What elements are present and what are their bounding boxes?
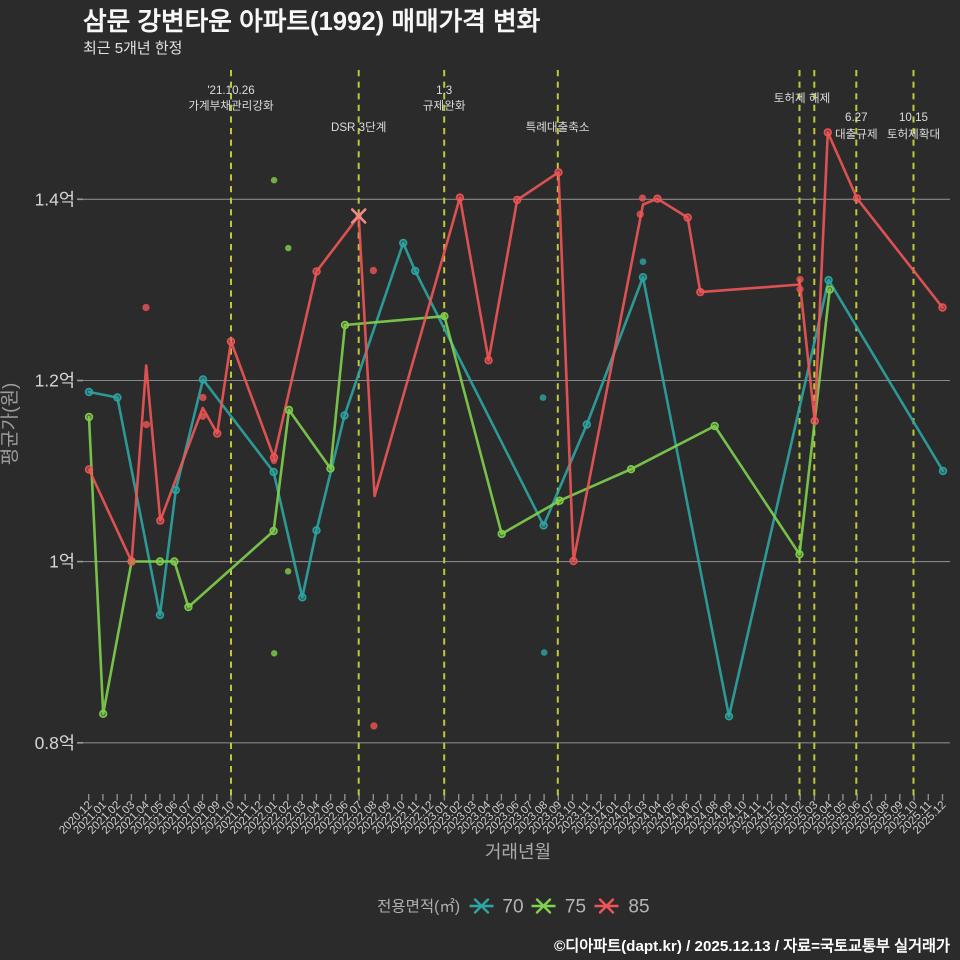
svg-text:최근 5개년 한정: 최근 5개년 한정 <box>83 40 182 57</box>
svg-text:6.27: 6.27 <box>845 111 868 124</box>
svg-text:1.3: 1.3 <box>436 84 452 97</box>
svg-text:85: 85 <box>628 897 649 918</box>
svg-text:토허제확대: 토허제확대 <box>887 128 940 141</box>
svg-text:가계부채관리강화: 가계부채관리강화 <box>188 100 274 113</box>
svg-text:DSR 3단계: DSR 3단계 <box>331 121 386 134</box>
svg-text:평균가(원): 평균가(원) <box>0 383 21 466</box>
svg-text:전용면적(㎡): 전용면적(㎡) <box>377 898 460 916</box>
svg-text:1억: 1억 <box>49 552 75 572</box>
svg-text:삼문 강변타운 아파트(1992) 매매가격 변화: 삼문 강변타운 아파트(1992) 매매가격 변화 <box>83 7 541 36</box>
svg-text:특례대출축소: 특례대출축소 <box>526 121 590 134</box>
svg-text:10.15: 10.15 <box>899 111 928 124</box>
svg-text:1.2억: 1.2억 <box>35 371 75 391</box>
svg-text:규제완화: 규제완화 <box>423 100 466 113</box>
svg-text:75: 75 <box>565 897 586 918</box>
svg-text:거래년월: 거래년월 <box>485 842 551 862</box>
svg-text:1.4억: 1.4억 <box>35 189 75 209</box>
svg-text:'21.10.26: '21.10.26 <box>207 84 254 97</box>
svg-text:©디아파트(dapt.kr) / 2025.12.13 /: ©디아파트(dapt.kr) / 2025.12.13 / 자료=국토교통부 실… <box>554 938 950 955</box>
svg-text:대출규제: 대출규제 <box>835 128 878 141</box>
svg-text:0.8억: 0.8억 <box>35 733 75 753</box>
svg-text:토허제 해제: 토허제 해제 <box>774 92 831 105</box>
svg-text:70: 70 <box>502 897 523 918</box>
